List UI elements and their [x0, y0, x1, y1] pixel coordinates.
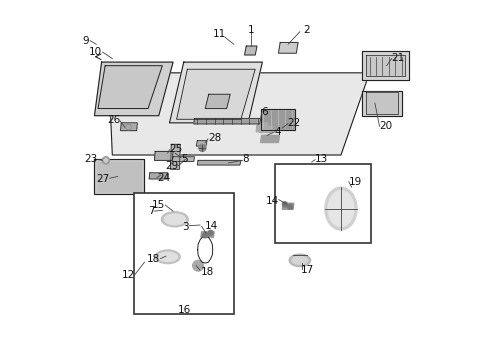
Circle shape: [104, 158, 107, 162]
Text: 10: 10: [88, 47, 102, 57]
Text: 11: 11: [212, 29, 225, 39]
Text: 9: 9: [82, 36, 89, 46]
Polygon shape: [362, 91, 401, 116]
Text: 20: 20: [379, 121, 392, 131]
Text: 27: 27: [96, 174, 109, 184]
Polygon shape: [259, 126, 272, 132]
Text: 3: 3: [182, 222, 189, 232]
Text: 23: 23: [84, 154, 97, 164]
Text: 29: 29: [165, 161, 178, 171]
Text: 13: 13: [315, 154, 328, 163]
Text: 14: 14: [265, 196, 278, 206]
Polygon shape: [278, 42, 298, 53]
Ellipse shape: [291, 256, 307, 264]
Polygon shape: [98, 162, 141, 191]
Polygon shape: [149, 173, 167, 179]
Ellipse shape: [155, 250, 180, 264]
Polygon shape: [362, 51, 408, 80]
Text: 24: 24: [157, 173, 170, 183]
Polygon shape: [154, 152, 173, 160]
Polygon shape: [176, 69, 255, 119]
Text: 15: 15: [152, 200, 165, 210]
Polygon shape: [98, 66, 162, 109]
Polygon shape: [172, 157, 194, 161]
Polygon shape: [282, 203, 293, 209]
Circle shape: [198, 144, 205, 152]
Circle shape: [207, 230, 213, 235]
Circle shape: [192, 260, 203, 271]
Text: 18: 18: [201, 267, 214, 277]
Text: 8: 8: [242, 154, 249, 164]
Text: 1: 1: [247, 25, 254, 35]
Circle shape: [287, 204, 292, 209]
Polygon shape: [201, 232, 214, 237]
Ellipse shape: [161, 212, 188, 227]
Polygon shape: [196, 141, 206, 146]
Text: 28: 28: [207, 133, 221, 143]
Polygon shape: [365, 55, 405, 76]
Polygon shape: [94, 158, 144, 194]
Text: 6: 6: [261, 107, 268, 117]
Polygon shape: [176, 223, 226, 227]
Text: 14: 14: [205, 221, 218, 231]
Text: 19: 19: [348, 177, 361, 187]
Polygon shape: [170, 144, 180, 169]
Ellipse shape: [158, 252, 177, 261]
Text: 17: 17: [300, 265, 314, 275]
Text: 22: 22: [287, 118, 300, 128]
Polygon shape: [205, 94, 230, 109]
Polygon shape: [169, 62, 262, 123]
Ellipse shape: [288, 254, 310, 267]
FancyBboxPatch shape: [274, 164, 370, 243]
Text: 16: 16: [178, 305, 191, 315]
Text: 5: 5: [181, 154, 187, 163]
Polygon shape: [256, 123, 267, 132]
Polygon shape: [197, 160, 241, 165]
Ellipse shape: [164, 214, 185, 225]
Circle shape: [282, 202, 287, 207]
Ellipse shape: [324, 187, 356, 230]
Polygon shape: [162, 208, 219, 213]
Text: 4: 4: [274, 127, 281, 137]
Polygon shape: [193, 118, 260, 124]
Text: 12: 12: [122, 270, 135, 280]
Polygon shape: [244, 46, 257, 55]
Text: 25: 25: [169, 144, 183, 154]
Text: 21: 21: [391, 53, 404, 63]
Polygon shape: [365, 93, 397, 114]
Circle shape: [102, 157, 109, 164]
Polygon shape: [108, 73, 369, 155]
Polygon shape: [94, 62, 173, 116]
Text: 7: 7: [147, 206, 154, 216]
Text: 18: 18: [147, 253, 160, 264]
Text: 26: 26: [107, 115, 120, 125]
Text: 2: 2: [303, 25, 309, 35]
Circle shape: [203, 233, 207, 238]
Polygon shape: [260, 109, 294, 130]
Ellipse shape: [327, 191, 353, 226]
Polygon shape: [260, 135, 279, 143]
Polygon shape: [121, 123, 137, 131]
FancyBboxPatch shape: [134, 193, 233, 314]
